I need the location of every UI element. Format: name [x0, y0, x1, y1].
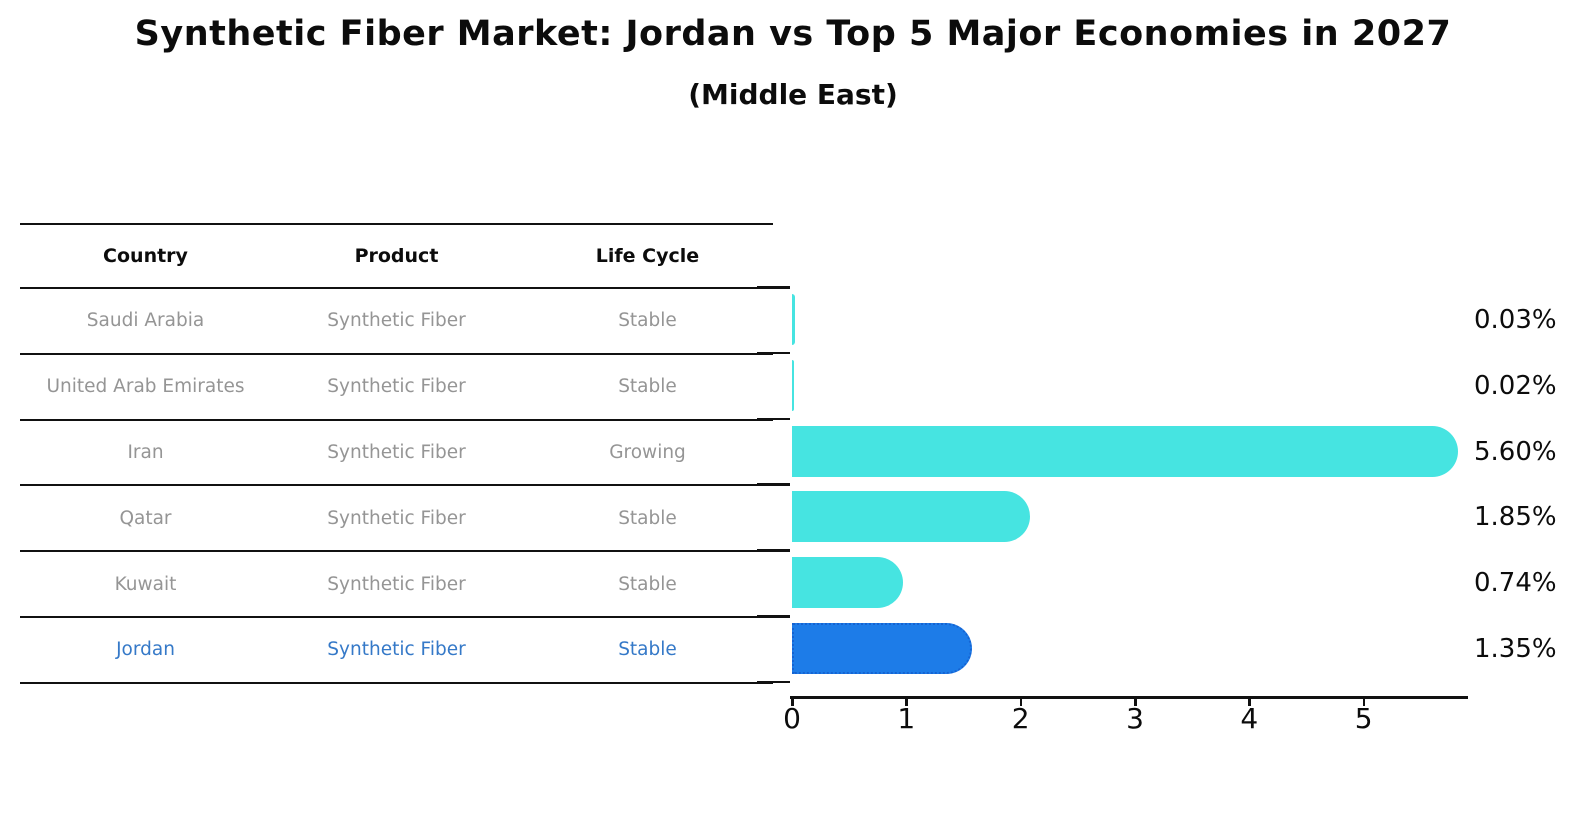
table-header-row: Country Product Life Cycle — [20, 225, 773, 289]
cell-country: Saudi Arabia — [86, 310, 205, 332]
bar-united-arab-emirates — [792, 359, 795, 411]
x-axis-tick — [1134, 698, 1137, 706]
country-table: Country Product Life Cycle Saudi Arabia S… — [20, 223, 773, 684]
cell-country: Qatar — [119, 507, 172, 529]
bar-slot — [792, 616, 1472, 682]
bar-value-label: 1.35% — [1474, 633, 1557, 664]
table-row: Iran Synthetic Fiber Growing — [20, 421, 773, 487]
y-axis-tick — [757, 483, 790, 486]
bar-iran — [792, 425, 1459, 477]
x-axis-tick-label: 4 — [1240, 702, 1259, 735]
column-header-life-cycle: Life Cycle — [595, 245, 700, 267]
bar-qatar — [792, 491, 1030, 543]
bar-slot — [792, 484, 1472, 550]
bar-slot — [792, 419, 1472, 485]
x-axis-tick — [905, 698, 908, 706]
bar-value-label: 5.60% — [1474, 436, 1557, 467]
cell-product: Synthetic Fiber — [327, 310, 466, 332]
y-axis-tick — [757, 286, 790, 289]
cell-life-cycle: Stable — [618, 639, 677, 661]
cell-life-cycle: Stable — [618, 376, 677, 398]
cell-product: Synthetic Fiber — [327, 507, 466, 529]
cell-country: Kuwait — [114, 573, 177, 595]
chart-subtitle: (Middle East) — [688, 78, 898, 111]
table-row: Kuwait Synthetic Fiber Stable — [20, 552, 773, 618]
y-axis-tick — [757, 615, 790, 618]
bar-value-label: 0.02% — [1474, 370, 1557, 401]
x-axis-tick-label: 2 — [1011, 702, 1030, 735]
table-row: Qatar Synthetic Fiber Stable — [20, 486, 773, 553]
bar-jordan — [792, 622, 973, 674]
cell-country: Iran — [127, 441, 164, 463]
y-axis-tick — [757, 549, 790, 552]
column-header-country: Country — [103, 245, 188, 267]
bar-slot — [792, 550, 1472, 616]
cell-product: Synthetic Fiber — [327, 441, 466, 463]
table-row: Jordan Synthetic Fiber Stable — [20, 618, 773, 684]
x-axis-tick-label: 5 — [1354, 702, 1373, 735]
x-axis-tick — [791, 698, 794, 706]
cell-product: Synthetic Fiber — [327, 376, 466, 398]
y-axis-tick — [757, 680, 790, 684]
column-header-product: Product — [354, 245, 439, 267]
x-axis-tick-label: 0 — [783, 702, 801, 735]
cell-life-cycle: Growing — [609, 441, 686, 463]
cell-life-cycle: Stable — [618, 310, 677, 332]
bar-slot — [792, 353, 1472, 419]
bar-plot-area — [792, 287, 1472, 682]
bar-kuwait — [792, 557, 903, 609]
cell-country: United Arab Emirates — [46, 376, 245, 398]
cell-product: Synthetic Fiber — [327, 639, 466, 661]
cell-product: Synthetic Fiber — [327, 573, 466, 595]
cell-life-cycle: Stable — [618, 507, 677, 529]
bar-value-label: 1.85% — [1474, 502, 1557, 533]
bar-slot — [792, 287, 1472, 353]
x-axis-tick — [1362, 698, 1366, 706]
y-axis-tick — [757, 351, 790, 355]
x-axis-line — [790, 696, 1468, 699]
x-axis-tick — [1248, 698, 1251, 706]
bar-value-label: 0.03% — [1474, 304, 1557, 335]
cell-country: Jordan — [116, 639, 175, 661]
x-axis-tick — [1019, 698, 1023, 706]
bar-saudi-arabia — [792, 294, 796, 345]
cell-life-cycle: Stable — [618, 573, 677, 595]
table-row: Saudi Arabia Synthetic Fiber Stable — [20, 289, 773, 355]
y-axis-tick — [757, 417, 790, 421]
table-row: United Arab Emirates Synthetic Fiber Stabl… — [20, 355, 773, 421]
x-axis-tick-label: 3 — [1126, 702, 1144, 735]
table-body: Saudi Arabia Synthetic Fiber Stable United … — [20, 289, 773, 684]
chart-title: Synthetic Fiber Market: Jordan vs Top 5 … — [134, 14, 1452, 54]
x-axis-tick-label: 1 — [897, 702, 916, 735]
bar-value-label: 0.74% — [1474, 568, 1557, 599]
